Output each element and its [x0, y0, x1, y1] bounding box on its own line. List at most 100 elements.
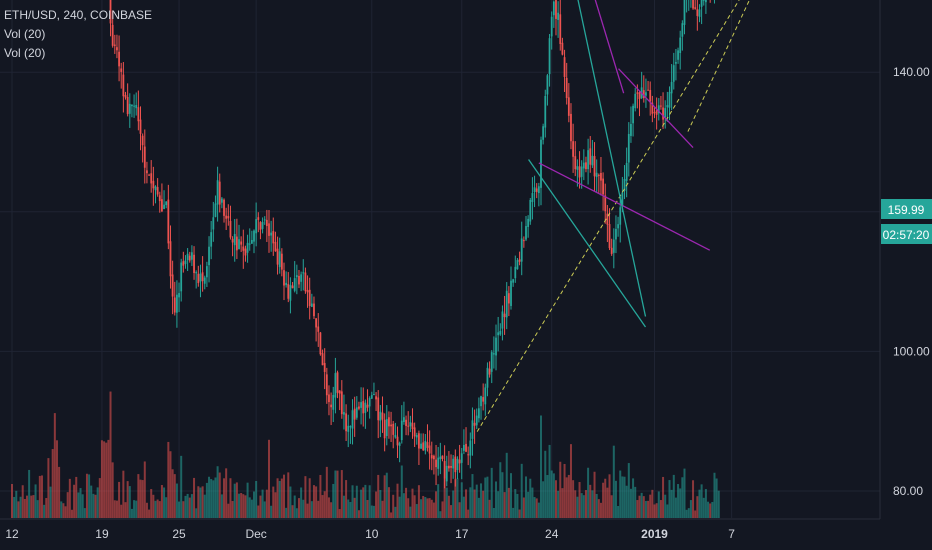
volume-bar	[567, 474, 570, 518]
candle-body	[272, 231, 275, 244]
volume-bar	[402, 493, 405, 518]
candle-body	[499, 330, 502, 335]
volume-bar	[587, 467, 590, 518]
candle-body	[696, 9, 699, 16]
candle-body	[589, 148, 592, 165]
volume-bar	[62, 503, 65, 518]
candle-body	[197, 273, 200, 284]
candle-body	[467, 454, 470, 456]
volume-bar	[362, 487, 365, 518]
trendline-descending-resistance[interactable]	[575, 0, 625, 94]
candle-body	[510, 280, 512, 306]
volume-bar	[325, 466, 328, 518]
trendline-upper-channel-line[interactable]	[618, 68, 694, 149]
volume-bar	[244, 495, 247, 518]
trendline-ascending-support-1[interactable]	[476, 0, 778, 432]
volume-bar	[357, 510, 360, 518]
volume-bar	[537, 502, 540, 518]
volume-bar	[182, 501, 185, 518]
volume-bar	[696, 496, 699, 518]
candle-body	[670, 81, 673, 94]
volume-bar	[340, 470, 343, 518]
volume-bars	[11, 391, 720, 518]
volume-bar	[629, 488, 632, 518]
volume-bar	[501, 472, 504, 518]
candle-body	[330, 404, 333, 408]
volume-bar	[302, 499, 305, 518]
candle-body	[552, 1, 555, 16]
candle-body	[229, 220, 232, 238]
candle-body	[574, 156, 577, 170]
candle-body	[683, 0, 686, 25]
candle-body	[313, 303, 315, 317]
candle-body	[460, 453, 463, 463]
volume-bar	[717, 490, 720, 518]
candle-body	[705, 0, 707, 3]
trendline-ascending-support-2[interactable]	[687, 0, 766, 132]
trendline-descending-support[interactable]	[528, 159, 647, 328]
candle-body	[570, 113, 572, 142]
volume-bar	[291, 505, 294, 518]
volume-bar	[636, 500, 639, 518]
volume-indicator-label[interactable]: Vol (20)	[4, 27, 46, 41]
volume-bar	[625, 485, 628, 518]
volume-bar	[223, 478, 226, 518]
candle-body	[531, 193, 534, 202]
trendline-lower-channel-line[interactable]	[538, 162, 711, 251]
candle-body	[638, 92, 641, 100]
volume-bar	[270, 505, 273, 518]
volume-bar	[225, 468, 228, 518]
volume-bar	[533, 497, 536, 518]
candle-body	[505, 290, 508, 318]
volume-bar	[497, 491, 500, 518]
volume-bar	[525, 476, 527, 518]
candle-body	[610, 247, 613, 254]
time-axis[interactable]: 12 19 25 Dec 10 17 24 2019 7	[5, 527, 735, 541]
candle-body	[158, 195, 161, 202]
candle-body	[602, 178, 604, 195]
volume-bar	[276, 478, 279, 518]
volume-bar	[165, 497, 168, 518]
volume-bar	[51, 449, 54, 518]
volume-bar	[92, 493, 95, 518]
candle-body	[480, 396, 482, 407]
volume-bar	[150, 489, 153, 518]
volume-bar	[203, 494, 206, 518]
volume-bar	[518, 509, 521, 518]
candle-body	[291, 285, 294, 289]
volume-bar	[115, 500, 118, 518]
volume-bar	[484, 477, 487, 518]
candle-body	[373, 394, 375, 396]
volume-bar	[469, 487, 472, 518]
candle-body	[265, 219, 268, 227]
volume-bar	[441, 501, 444, 518]
volume-bar	[327, 497, 330, 518]
candle-body	[338, 390, 341, 394]
candle-body	[465, 443, 467, 452]
candle-body	[173, 297, 176, 313]
volume-bar	[109, 391, 112, 518]
volume-bar	[274, 492, 277, 518]
trendline-steep-descent[interactable]	[575, 0, 647, 317]
volume-bar	[36, 500, 39, 518]
volume-bar	[591, 490, 594, 518]
volume-bar	[34, 484, 37, 518]
candle-body	[443, 461, 446, 479]
volume-bar	[15, 490, 18, 518]
candle-body	[664, 108, 667, 118]
candle-body	[587, 150, 590, 170]
volume-bar	[531, 487, 534, 518]
volume-bar	[227, 503, 230, 518]
candle-body	[525, 226, 527, 240]
volume-bar	[210, 479, 213, 518]
volume-indicator-label[interactable]: Vol (20)	[4, 46, 46, 60]
volume-bar	[644, 500, 647, 518]
volume-bar	[503, 492, 506, 518]
volume-bar	[143, 461, 146, 518]
candle-body	[392, 423, 395, 435]
time-tick-label: 25	[172, 527, 186, 541]
candle-body	[325, 374, 328, 396]
symbol-title[interactable]: ETH/USD, 240, COINBASE	[4, 8, 153, 22]
